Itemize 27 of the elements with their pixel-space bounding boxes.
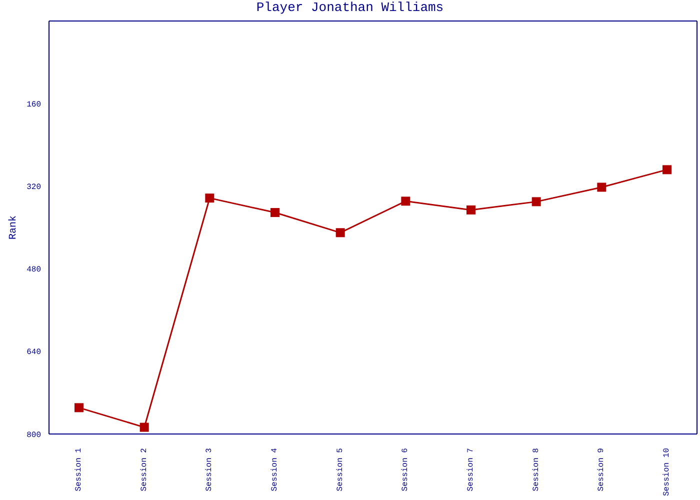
point <box>205 194 214 203</box>
x-tick-label: Session 6 <box>401 448 410 492</box>
point <box>662 165 672 174</box>
x-tick-label: Session 10 <box>662 448 672 496</box>
x-tick-label: Session 2 <box>140 448 149 492</box>
point <box>401 196 410 206</box>
point <box>74 403 84 412</box>
point <box>532 197 541 206</box>
x-tick-label: Session 8 <box>532 448 541 492</box>
x-tick-label: Session 1 <box>74 448 84 492</box>
chart-title: Player Jonathan Williams <box>255 0 445 15</box>
point <box>336 228 345 238</box>
x-tick-label: Session 9 <box>597 448 606 492</box>
x-tick-label: Session 7 <box>466 448 476 492</box>
y-tick-label: 320 <box>26 183 42 192</box>
point <box>466 205 476 214</box>
x-tick-label: Session 4 <box>270 448 280 492</box>
x-tick-label: Session 3 <box>205 448 214 492</box>
y-tick-label: 800 <box>26 430 42 440</box>
y-tick-label: 480 <box>26 266 42 275</box>
point <box>140 422 149 432</box>
x-tick-label: Session 5 <box>336 448 345 492</box>
point <box>597 182 606 192</box>
y-tick-label: 160 <box>26 100 42 110</box>
y-axis-title: Rank <box>8 215 20 240</box>
point <box>270 208 280 218</box>
y-tick-label: 640 <box>26 348 42 358</box>
